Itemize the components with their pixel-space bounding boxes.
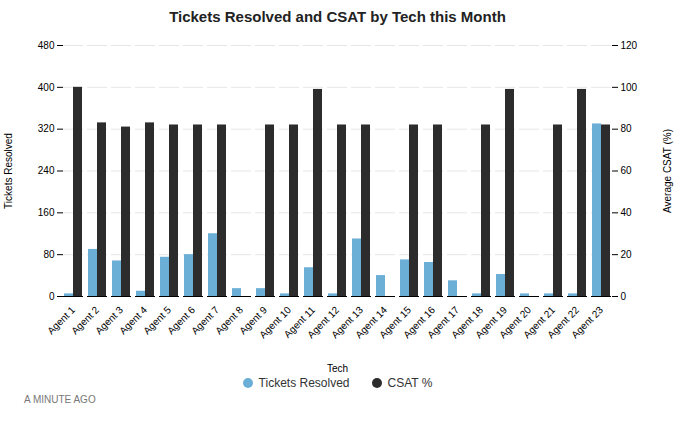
svg-text:Agent 3: Agent 3	[93, 304, 126, 337]
svg-text:320: 320	[38, 123, 55, 134]
svg-text:Average CSAT (%): Average CSAT (%)	[662, 129, 673, 213]
svg-text:400: 400	[38, 82, 55, 93]
svg-text:40: 40	[621, 207, 633, 218]
svg-text:Agent 20: Agent 20	[497, 304, 534, 341]
svg-text:Agent 6: Agent 6	[165, 304, 198, 337]
svg-text:0: 0	[621, 291, 627, 302]
svg-text:480: 480	[38, 40, 55, 51]
html-text:Tickets Resolved: Tickets Resolved	[258, 376, 350, 390]
svg-text:Agent 10: Agent 10	[257, 304, 294, 341]
html-text:Tickets Resolved and CSAT by T: Tickets Resolved and CSAT by Tech this M…	[169, 8, 506, 25]
svg-text:100: 100	[621, 82, 638, 93]
svg-text:80: 80	[621, 123, 633, 134]
svg-text:Agent 1: Agent 1	[45, 304, 78, 337]
svg-text:20: 20	[621, 249, 633, 260]
html-text:CSAT %: CSAT %	[387, 376, 433, 390]
svg-text:Agent 21: Agent 21	[521, 304, 558, 341]
svg-text:160: 160	[38, 207, 55, 218]
svg-text:Agent 17: Agent 17	[425, 304, 462, 341]
svg-text:Agent 19: Agent 19	[473, 304, 510, 341]
svg-text:Agent 16: Agent 16	[401, 304, 438, 341]
svg-text:Agent 2: Agent 2	[69, 304, 102, 337]
svg-text:Agent 7: Agent 7	[189, 304, 222, 337]
svg-text:Agent 18: Agent 18	[449, 304, 486, 341]
svg-text:240: 240	[38, 165, 55, 176]
svg-text:Agent 11: Agent 11	[281, 304, 318, 340]
svg-text:Agent 23: Agent 23	[569, 304, 605, 340]
svg-text:Agent 4: Agent 4	[117, 304, 150, 337]
svg-text:60: 60	[621, 165, 633, 176]
svg-text:Agent 8: Agent 8	[213, 304, 246, 337]
svg-text:Tickets Resolved: Tickets Resolved	[3, 133, 14, 209]
svg-text:120: 120	[621, 40, 638, 51]
svg-text:Agent 22: Agent 22	[545, 304, 582, 341]
svg-text:80: 80	[43, 249, 55, 260]
svg-text:Tech: Tech	[327, 363, 348, 374]
svg-text:Agent 5: Agent 5	[141, 304, 174, 337]
svg-text:Agent 14: Agent 14	[353, 304, 390, 341]
html-text:A MINUTE AGO: A MINUTE AGO	[24, 394, 96, 405]
svg-text:Agent 13: Agent 13	[329, 304, 366, 341]
svg-text:0: 0	[49, 291, 55, 302]
svg-text:Agent 9: Agent 9	[237, 304, 270, 337]
svg-text:Agent 15: Agent 15	[377, 304, 414, 341]
svg-text:Agent 12: Agent 12	[305, 304, 342, 341]
